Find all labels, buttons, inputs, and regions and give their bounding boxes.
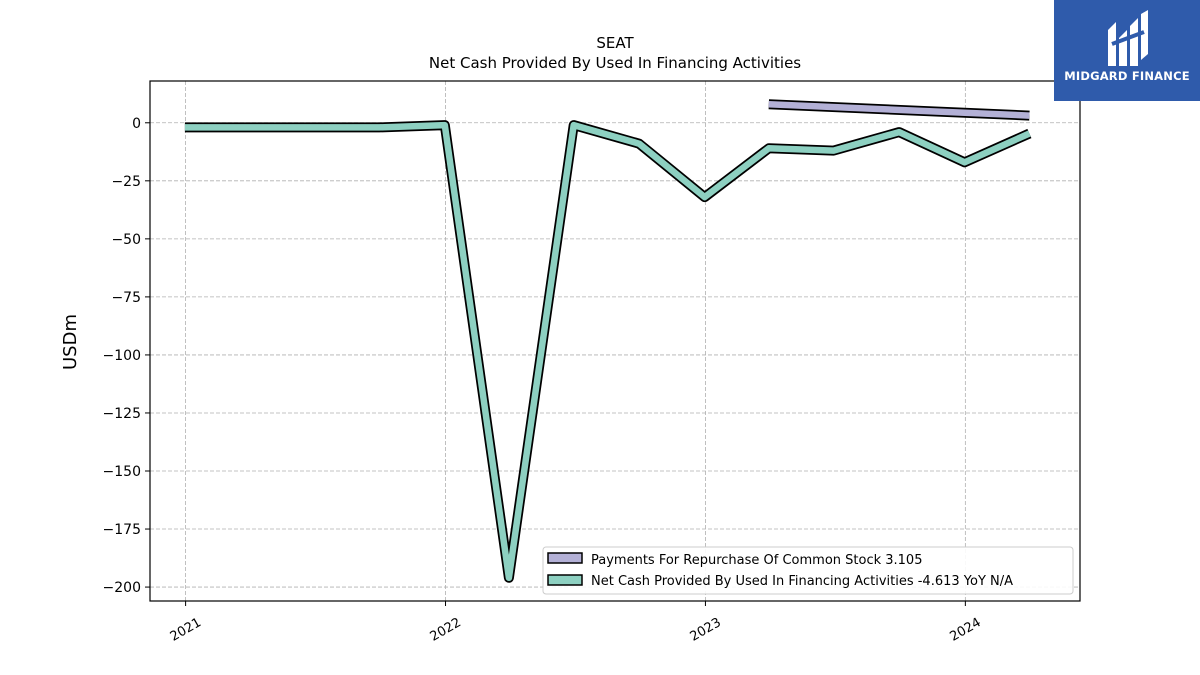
y-tick-label: −75 bbox=[111, 290, 141, 306]
y-tick-label: −50 bbox=[111, 232, 141, 248]
midgard-logo-icon bbox=[1108, 10, 1148, 66]
y-tick-label: 0 bbox=[132, 116, 141, 132]
legend-label-financing: Net Cash Provided By Used In Financing A… bbox=[591, 574, 1013, 589]
x-tick-label: 2024 bbox=[948, 615, 984, 645]
brand-name: MIDGARD FINANCE bbox=[1064, 69, 1190, 83]
legend-swatch-financing bbox=[547, 574, 583, 586]
series-line-1 bbox=[184, 121, 1031, 582]
x-tick-label: 2022 bbox=[428, 615, 464, 645]
legend-frame bbox=[542, 546, 1074, 595]
y-axis-label: USDm bbox=[60, 314, 81, 370]
brand-logo: MIDGARD FINANCE bbox=[1054, 0, 1200, 101]
y-tick-label: −125 bbox=[103, 406, 141, 422]
series-outline-1 bbox=[184, 120, 1032, 583]
grid bbox=[150, 81, 1080, 601]
x-tick-label: 2023 bbox=[688, 615, 724, 645]
chart-title: SEAT bbox=[596, 34, 634, 52]
x-tick-label: 2021 bbox=[168, 615, 204, 645]
y-tick-label: −175 bbox=[103, 522, 141, 538]
y-tick-label: −100 bbox=[103, 348, 141, 364]
y-tick-label: −200 bbox=[103, 580, 141, 596]
series-line-0 bbox=[768, 100, 1030, 119]
plot-series bbox=[184, 99, 1032, 583]
legend-swatch-repurchase bbox=[547, 552, 583, 564]
legend-label-repurchase: Payments For Repurchase Of Common Stock … bbox=[591, 553, 922, 568]
chart-subtitle: Net Cash Provided By Used In Financing A… bbox=[429, 54, 801, 72]
plot-frame bbox=[149, 80, 1081, 602]
y-tick-label: −150 bbox=[103, 464, 141, 480]
y-tick-label: −25 bbox=[111, 174, 141, 190]
legend: Payments For Repurchase Of Common Stock … bbox=[542, 546, 1074, 595]
